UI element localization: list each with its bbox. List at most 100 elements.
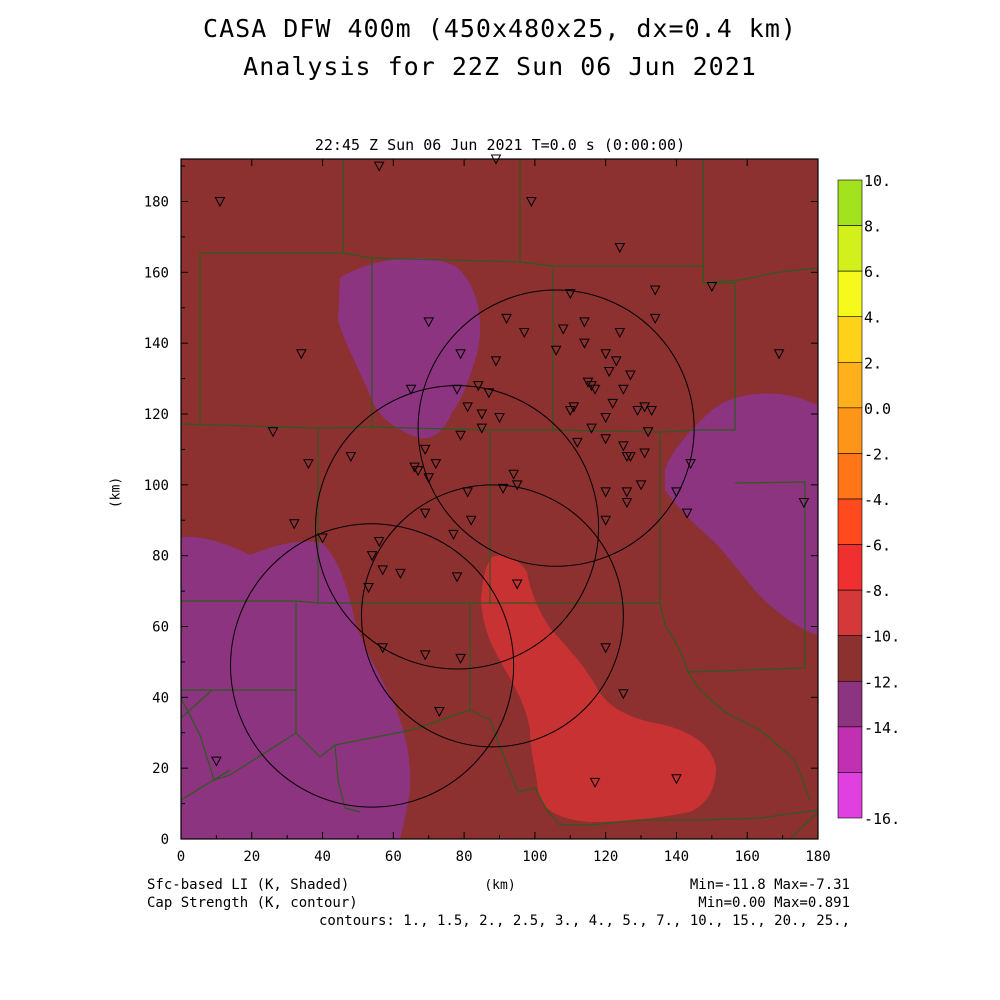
station-marker (635, 480, 647, 491)
station-marker (434, 707, 445, 718)
map-subtitle: Analysis for 22Z Sun 06 Jun 2021 (243, 52, 757, 81)
station-markers (211, 154, 810, 788)
y-axis: 0 20 40 60 80 100 120 140 160 180 (144, 165, 818, 848)
station-marker (706, 282, 718, 293)
li-region-10-to-12-east (665, 393, 818, 635)
y-tick-label: 160 (144, 265, 169, 281)
station-marker (639, 448, 650, 459)
station-marker (518, 328, 530, 339)
station-marker (465, 515, 477, 526)
station-marker (419, 650, 431, 661)
station-marker (483, 388, 495, 399)
colorbar-swatch (837, 225, 863, 272)
y-tick-label: 120 (144, 407, 169, 423)
colorbar-swatch (837, 270, 863, 318)
colorbar-swatch (837, 407, 863, 454)
radar-ring-1 (417, 289, 695, 567)
colorbar-label: -14. (864, 719, 900, 737)
station-marker (600, 434, 611, 445)
county-line (702, 267, 818, 284)
station-marker (423, 317, 435, 328)
colorbar-label: 0.0 (864, 400, 891, 418)
station-marker (455, 349, 466, 360)
colorbar-swatch (837, 772, 863, 819)
li-region-6-to-8 (481, 555, 716, 822)
station-marker (632, 405, 643, 417)
colorbar-label: 10. (864, 172, 891, 190)
station-marker (508, 469, 519, 480)
contour-levels-label: contours: 1., 1.5, 2., 2.5, 3., 4., 5., … (318, 913, 850, 929)
station-marker (288, 519, 300, 530)
station-marker (618, 689, 629, 700)
x-tick-label: 40 (314, 849, 331, 865)
x-tick-label: 80 (456, 849, 473, 865)
contour-field-label: Cap Strength (K, contour) (147, 895, 358, 911)
station-marker (557, 324, 569, 335)
shaded-range-label: Min=-11.8 Max=-7.31 (689, 877, 850, 893)
station-marker (586, 381, 597, 392)
station-marker (451, 384, 463, 395)
station-marker (501, 313, 512, 324)
y-tick-label: 20 (152, 761, 169, 777)
station-marker (497, 483, 509, 494)
station-marker (423, 473, 435, 484)
station-marker (373, 161, 385, 172)
colorbar-label: -2. (864, 445, 891, 463)
county-boundaries (181, 159, 818, 839)
y-tick-label: 0 (161, 832, 169, 848)
station-marker (211, 756, 222, 767)
y-tick-label: 60 (152, 620, 169, 636)
station-marker (345, 452, 357, 463)
valid-time-label: 22:45 Z Sun 06 Jun 2021 T=0.0 s (0:00:00… (314, 136, 686, 154)
station-marker (462, 487, 473, 498)
li-shaded-field (181, 159, 818, 839)
station-marker (579, 338, 590, 349)
colorbar-label: 8. (864, 218, 882, 236)
colorbar-label: 2. (864, 354, 882, 372)
county-line (700, 266, 736, 431)
y-tick-label: 180 (144, 195, 169, 211)
colorbar-label: -16. (864, 810, 900, 828)
station-marker (550, 345, 562, 356)
y-tick-label: 80 (152, 549, 169, 565)
colorbar-swatch (837, 179, 863, 226)
county-line (181, 769, 231, 801)
station-marker (671, 487, 682, 498)
radar-ring-4 (230, 523, 515, 808)
map-title: CASA DFW 400m (450x480x25, dx=0.4 km) (203, 14, 797, 43)
station-marker (419, 444, 431, 455)
station-marker (614, 243, 626, 254)
colorbar-swatch (837, 316, 863, 363)
station-marker (476, 423, 488, 434)
colorbar-swatch (837, 544, 863, 591)
station-marker (798, 498, 810, 509)
station-marker (649, 285, 661, 296)
station-marker (621, 498, 633, 509)
x-tick-label: 140 (664, 849, 689, 865)
station-marker (526, 197, 537, 208)
x-tick-label: 180 (805, 849, 830, 865)
station-marker (614, 328, 626, 339)
station-marker (412, 466, 424, 477)
county-line (200, 252, 703, 267)
colorbar-swatch (837, 453, 863, 500)
station-marker (455, 653, 466, 664)
station-marker (564, 405, 576, 417)
station-marker (448, 529, 459, 540)
station-marker (366, 551, 378, 562)
station-marker (600, 515, 611, 526)
x-tick-label: 0 (177, 849, 185, 865)
x-tick-label: 20 (243, 849, 260, 865)
station-marker (490, 356, 502, 367)
station-marker (568, 402, 580, 413)
station-marker (214, 197, 226, 208)
station-marker (303, 459, 314, 470)
station-marker (582, 377, 594, 388)
county-line (789, 811, 818, 839)
county-line (181, 689, 213, 719)
county-line (334, 744, 361, 813)
station-marker (409, 462, 420, 473)
station-marker (476, 409, 488, 420)
station-marker (395, 568, 406, 579)
